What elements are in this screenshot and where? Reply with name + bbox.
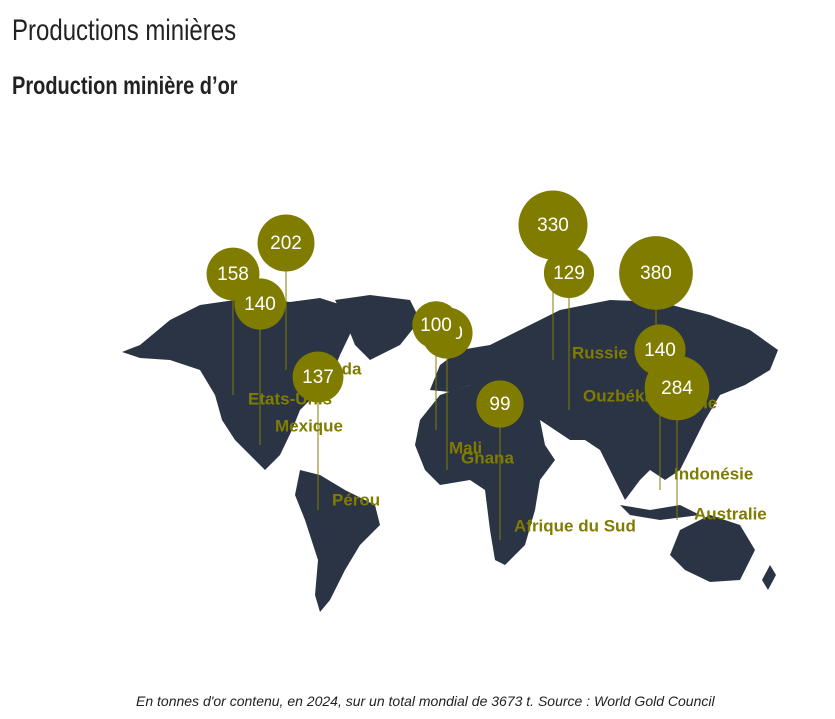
bubbles: 15820214013714010099330129380140284 (206, 190, 710, 428)
bubble (292, 351, 344, 403)
page-title: Productions minières (12, 14, 237, 47)
bubble-value: 380 (640, 263, 672, 284)
world-map (122, 295, 778, 612)
country-label: Indonésie (674, 464, 753, 483)
country-label: Afrique du Sud (514, 516, 636, 535)
bubble-value: 99 (489, 394, 510, 415)
country-label: Mexique (275, 416, 343, 435)
country-label: Pérou (332, 490, 380, 509)
bubble-value: 284 (661, 378, 693, 399)
country-label: Russie (572, 343, 628, 362)
bubble-value: 330 (537, 215, 569, 236)
bubble-value: 140 (644, 340, 676, 361)
bubble-value: 202 (270, 233, 302, 254)
country-label: Ghana (461, 448, 514, 467)
country-label: Australie (694, 504, 767, 523)
bubble-value: 137 (302, 367, 334, 388)
bubble-value: 100 (420, 315, 452, 336)
bubble (518, 190, 588, 260)
bubble (234, 278, 286, 330)
bubble (644, 355, 710, 421)
bubble (619, 236, 693, 310)
map-title: Production minière d’or (12, 72, 238, 100)
bubble (412, 301, 460, 349)
bubble (257, 214, 315, 272)
source-note: En tonnes d'or contenu, en 2024, sur un … (136, 693, 715, 709)
bubble-value: 129 (553, 263, 585, 284)
bubble-value: 140 (244, 294, 276, 315)
country-label: Mali (449, 438, 482, 457)
bubble (476, 380, 524, 428)
bubble-value: 158 (217, 264, 249, 285)
bubble (543, 247, 595, 299)
